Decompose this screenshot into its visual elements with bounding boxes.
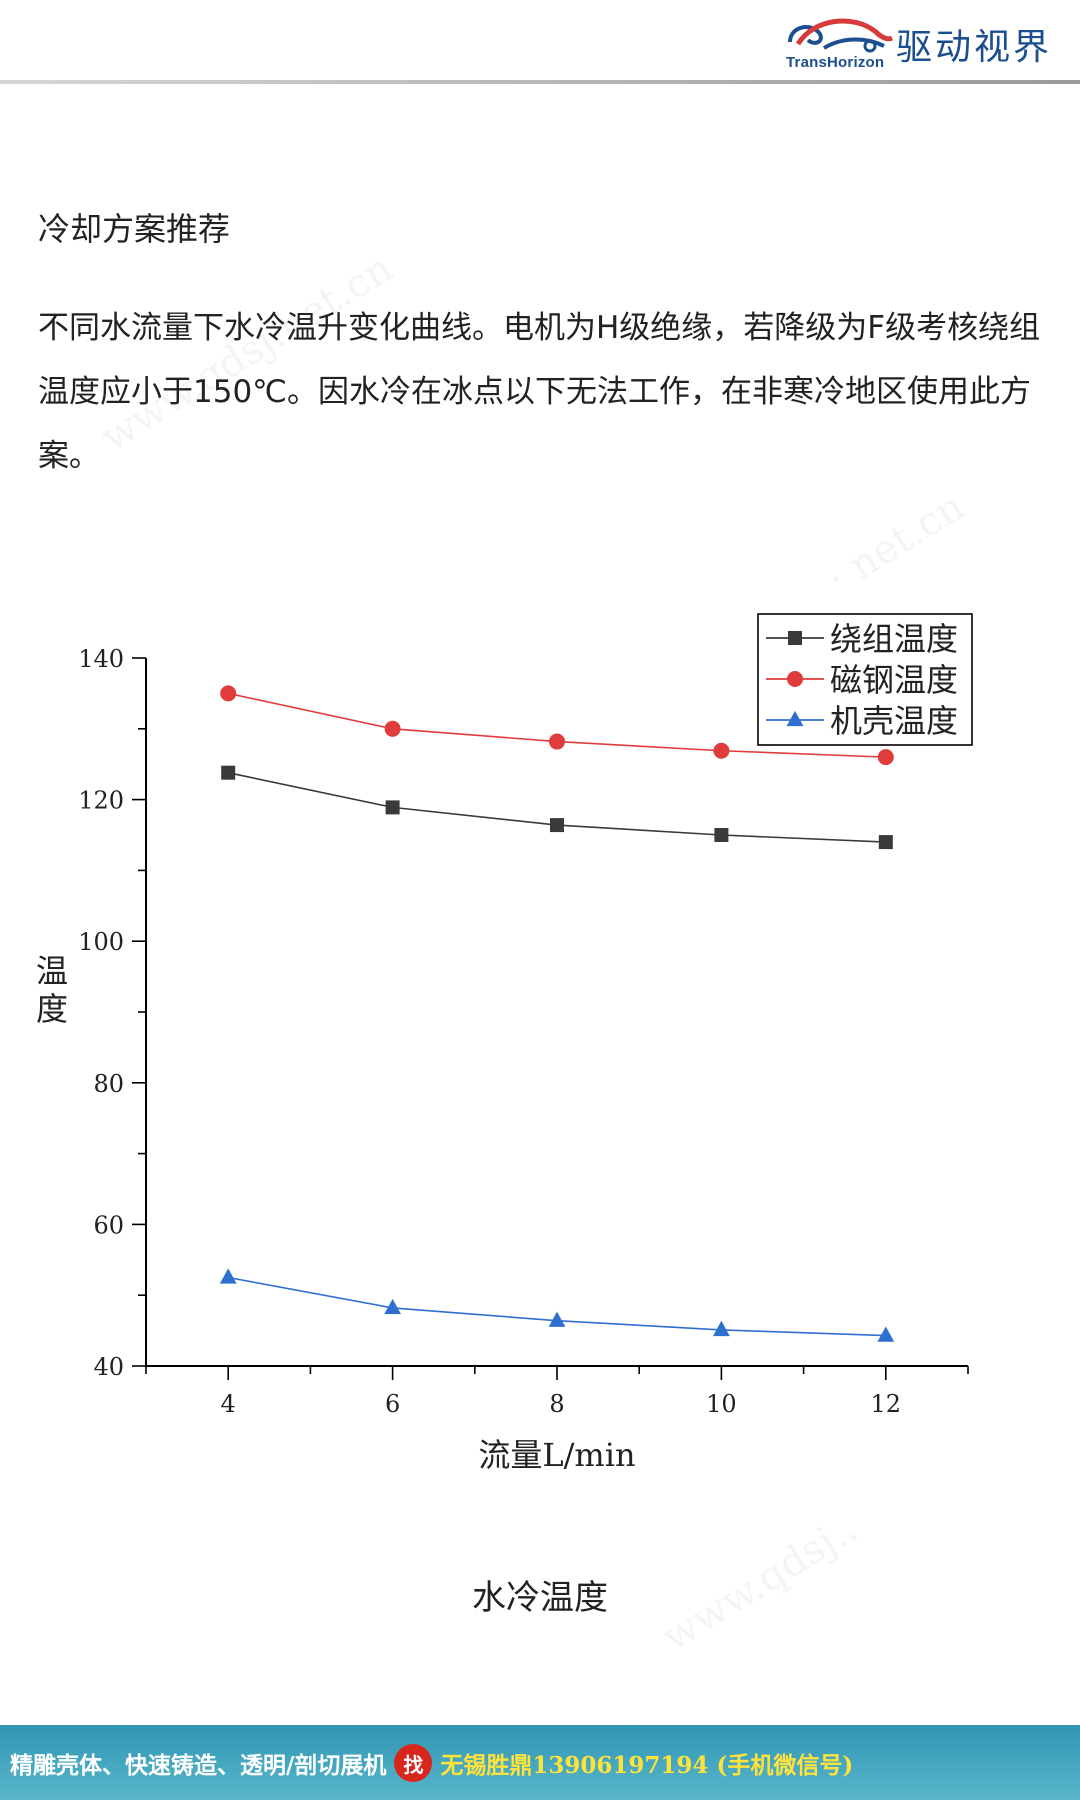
- x-axis-label: 流量L/min: [478, 1436, 635, 1474]
- header-divider: [0, 80, 1080, 84]
- header-bar: TransHorizon 驱动视界: [0, 0, 1080, 86]
- y-tick-label: 40: [93, 1353, 124, 1381]
- logo-chinese-text: 驱动视界: [896, 27, 1053, 68]
- data-point: [384, 720, 401, 737]
- legend-marker: [788, 631, 802, 645]
- y-tick-label: 80: [93, 1070, 124, 1098]
- data-point: [713, 742, 730, 759]
- data-point: [384, 1298, 401, 1315]
- y-tick-label: 60: [93, 1211, 124, 1239]
- legend-label: 机壳温度: [830, 702, 958, 740]
- logo-english-text: TransHorizon: [786, 54, 885, 71]
- y-tick-label: 140: [78, 645, 124, 673]
- data-point: [385, 800, 400, 815]
- footer-services-text: 精雕壳体、快速铸造、透明/剖切展机: [10, 1752, 387, 1779]
- data-point: [877, 1326, 895, 1342]
- intro-paragraph: 不同水流量下水冷温升变化曲线。电机为H级绝缘，若降级为F级考核绕组温度应小于15…: [38, 310, 1041, 474]
- x-tick-label: 6: [385, 1390, 400, 1418]
- watermark-text: · net.cn: [819, 483, 972, 602]
- data-point: [550, 818, 564, 833]
- chart-caption: 水冷温度: [472, 1578, 608, 1618]
- footer-contact-text[interactable]: 无锡胜鼎13906197194 (手机微信号): [440, 1752, 854, 1779]
- legend-label: 绕组温度: [830, 620, 958, 658]
- brand-logo[interactable]: TransHorizon 驱动视界: [784, 12, 1054, 74]
- legend-marker: [787, 671, 803, 687]
- x-tick-label: 10: [706, 1390, 737, 1418]
- car-swirl-logo-icon: [788, 18, 894, 53]
- section-title: 冷却方案推荐: [38, 210, 231, 248]
- data-point: [713, 1320, 730, 1337]
- x-tick-label: 4: [221, 1390, 236, 1418]
- legend-marker: [786, 710, 804, 727]
- data-point: [220, 685, 237, 702]
- x-tick-label: 12: [871, 1390, 902, 1418]
- data-point: [221, 765, 236, 780]
- footer-banner: 精雕壳体、快速铸造、透明/剖切展机 找 无锡胜鼎13906197194 (手机微…: [0, 1725, 1080, 1800]
- footer-content: 精雕壳体、快速铸造、透明/剖切展机 找 无锡胜鼎13906197194 (手机微…: [10, 1744, 854, 1782]
- y-tick-label: 120: [78, 787, 124, 815]
- y-axis-label: 度: [36, 990, 68, 1028]
- data-point: [548, 1311, 566, 1327]
- legend-label: 磁钢温度: [830, 661, 958, 699]
- y-axis-label: 温: [36, 952, 68, 990]
- y-tick-label: 100: [78, 928, 124, 956]
- temperature-line-chart: 4 6 8 10 12 40 60 80 100 120 140 流量L/min 温度 绕组温度磁钢温度机…: [36, 613, 973, 1474]
- data-point: [878, 835, 893, 850]
- x-tick-label: 8: [549, 1390, 564, 1418]
- data-point: [219, 1268, 237, 1284]
- data-point: [714, 828, 729, 842]
- footer-badge: 找: [394, 1744, 433, 1782]
- data-point: [549, 733, 565, 750]
- data-point: [877, 749, 894, 766]
